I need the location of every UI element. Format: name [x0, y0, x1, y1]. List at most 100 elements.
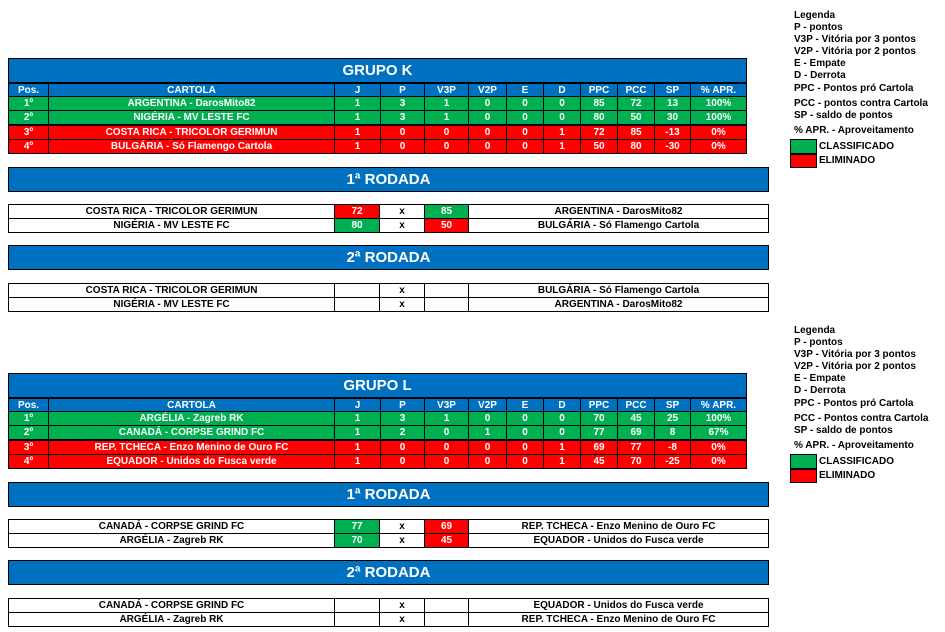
standing-cell: CANADÁ - CORPSE GRIND FC — [48, 425, 335, 441]
standing-cell: 1 — [334, 96, 381, 111]
standing-cell: 0 — [468, 411, 507, 426]
home-score: 72 — [334, 204, 380, 219]
standing-cell: 69 — [580, 439, 618, 455]
versus: x — [379, 218, 425, 233]
home-team: ARGÉLIA - Zagreb RK — [8, 533, 335, 548]
legend-item: SP - saldo de pontos — [794, 425, 893, 436]
standing-cell: 72 — [617, 96, 655, 111]
legend-eliminated: ELIMINADO — [819, 155, 876, 166]
standing-cell: 0 — [468, 96, 507, 111]
legend-classified: CLASSIFICADO — [819, 456, 894, 467]
standing-cell: 69 — [617, 425, 655, 441]
standing-cell: 0 — [543, 110, 581, 126]
standing-cell: 1 — [334, 110, 381, 126]
standing-cell: 0 — [424, 453, 469, 469]
legend-item: D - Derrota — [794, 385, 846, 396]
header-cell: V2P — [468, 398, 507, 412]
home-score — [334, 283, 380, 298]
standing-cell: 0 — [506, 439, 544, 455]
standing-cell: 2º — [8, 425, 49, 441]
standing-cell: 13 — [654, 96, 691, 111]
legend-item: PPC - Pontos pró Cartola — [794, 398, 914, 409]
header-cell: J — [334, 398, 381, 412]
standing-cell: 1 — [543, 439, 581, 455]
standing-cell: 77 — [580, 425, 618, 441]
standing-cell: 0 — [543, 425, 581, 441]
header-cell: PCC — [617, 398, 655, 412]
standing-cell: 3 — [380, 96, 425, 111]
group-title: GRUPO L — [8, 373, 747, 398]
standing-cell: 1 — [334, 124, 381, 140]
header-cell: D — [543, 398, 581, 412]
versus: x — [379, 519, 425, 534]
legend-item: Legenda — [794, 10, 836, 21]
header-cell: P — [380, 398, 425, 412]
legend-item: V2P - Vitória por 2 pontos — [794, 361, 916, 372]
legend-eliminated: ELIMINADO — [819, 470, 876, 481]
standing-cell: 0 — [468, 138, 507, 154]
header-cell: CARTOLA — [48, 398, 335, 412]
legend-item: PCC - pontos contra Cartola — [794, 98, 928, 109]
standing-cell: 45 — [580, 453, 618, 469]
group-title: GRUPO K — [8, 58, 747, 83]
away-score — [424, 297, 469, 312]
standing-cell: 0 — [380, 453, 425, 469]
header-cell: V3P — [424, 83, 469, 97]
header-cell: PCC — [617, 83, 655, 97]
standing-cell: -30 — [654, 138, 691, 154]
home-team: ARGÉLIA - Zagreb RK — [8, 612, 335, 627]
standing-cell: 1 — [334, 425, 381, 441]
standing-cell: -8 — [654, 439, 691, 455]
header-cell: PPC — [580, 398, 618, 412]
away-score — [424, 612, 469, 627]
standing-cell: REP. TCHECA - Enzo Menino de Ouro FC — [48, 439, 335, 455]
round-title: 1ª RODADA — [8, 167, 769, 192]
header-cell: PPC — [580, 83, 618, 97]
standing-cell: 0 — [506, 425, 544, 441]
header-cell: % APR. — [690, 398, 747, 412]
away-team: REP. TCHECA - Enzo Menino de Ouro FC — [468, 612, 769, 627]
home-score — [334, 297, 380, 312]
standing-cell: 0 — [468, 110, 507, 126]
standing-cell: ARGÉLIA - Zagreb RK — [48, 411, 335, 426]
legend-item: % APR. - Aproveitamento — [794, 125, 914, 136]
standing-cell: 1º — [8, 411, 49, 426]
away-team: REP. TCHECA - Enzo Menino de Ouro FC — [468, 519, 769, 534]
standing-cell: 1 — [543, 138, 581, 154]
standing-cell: 80 — [580, 110, 618, 126]
legend-item: E - Empate — [794, 58, 846, 69]
home-score: 70 — [334, 533, 380, 548]
round-title: 2ª RODADA — [8, 245, 769, 270]
home-score — [334, 612, 380, 627]
standing-cell: 45 — [617, 411, 655, 426]
standing-cell: 85 — [580, 96, 618, 111]
header-cell: SP — [654, 398, 691, 412]
home-team: NIGÉRIA - MV LESTE FC — [8, 218, 335, 233]
away-team: BULGÁRIA - Só Flamengo Cartola — [468, 283, 769, 298]
standing-cell: 0 — [424, 138, 469, 154]
standing-cell: 1 — [424, 110, 469, 126]
versus: x — [379, 598, 425, 613]
standing-cell: 0 — [506, 96, 544, 111]
standing-cell: 0 — [424, 124, 469, 140]
standing-cell: 0 — [424, 425, 469, 441]
versus: x — [379, 204, 425, 219]
header-cell: E — [506, 83, 544, 97]
standing-cell: 30 — [654, 110, 691, 126]
standing-cell: 50 — [580, 138, 618, 154]
legend-item: PCC - Pontos contra Cartola — [794, 413, 929, 424]
header-cell: D — [543, 83, 581, 97]
away-team: EQUADOR - Unidos do Fusca verde — [468, 598, 769, 613]
header-cell: Pos. — [8, 83, 49, 97]
away-team: ARGENTINA - DarosMito82 — [468, 204, 769, 219]
standing-cell: 0 — [424, 439, 469, 455]
standing-cell: 1 — [334, 439, 381, 455]
home-team: COSTA RICA - TRICOLOR GERIMUN — [8, 204, 335, 219]
standing-cell: 0 — [468, 124, 507, 140]
header-cell: V2P — [468, 83, 507, 97]
home-team: NIGÉRIA - MV LESTE FC — [8, 297, 335, 312]
round-title: 1ª RODADA — [8, 482, 769, 507]
legend-item: V2P - Vitória por 2 pontos — [794, 46, 916, 57]
legend-classified: CLASSIFICADO — [819, 141, 894, 152]
